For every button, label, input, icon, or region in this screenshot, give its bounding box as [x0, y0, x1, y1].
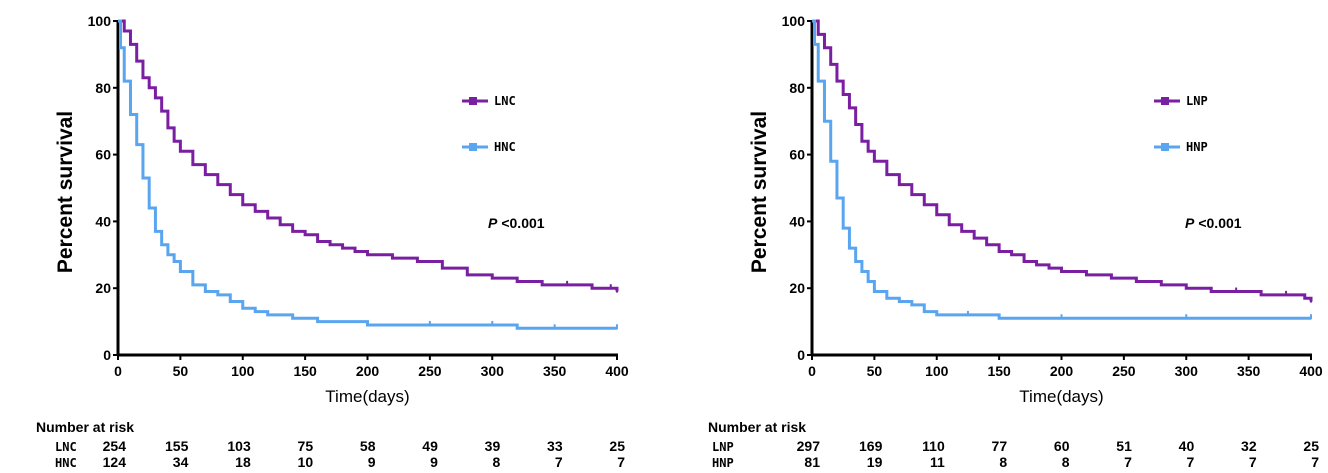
risk-count: 49 — [422, 438, 438, 454]
risk-count: 7 — [617, 454, 625, 470]
risk-row-label: LNC — [55, 440, 77, 454]
risk-count: 58 — [360, 438, 376, 454]
risk-count: 155 — [165, 438, 189, 454]
risk-row-label: HNC — [55, 456, 77, 470]
risk-count: 9 — [368, 454, 376, 470]
x-tick-label: 150 — [987, 363, 1011, 379]
x-tick-label: 0 — [808, 363, 816, 379]
x-tick-label: 200 — [356, 363, 380, 379]
risk-count: 7 — [555, 454, 563, 470]
x-tick-label: 350 — [1237, 363, 1261, 379]
y-tick-label: 100 — [88, 13, 112, 29]
x-tick-label: 300 — [481, 363, 505, 379]
y-tick-label: 20 — [95, 280, 111, 296]
risk-count: 8 — [999, 454, 1007, 470]
risk-row-label: LNP — [712, 440, 734, 454]
x-tick-label: 350 — [543, 363, 567, 379]
risk-count: 75 — [298, 438, 314, 454]
legend-label: LNP — [1186, 94, 1208, 108]
risk-count: 7 — [1311, 454, 1319, 470]
risk-count: 18 — [235, 454, 251, 470]
km-chart-2: 0 20 40 60 80 100 0 50 100 150 200 250 300 350 400 Perc… — [708, 13, 1323, 470]
risk-count: 7 — [1186, 454, 1194, 470]
x-axis-title: Time(days) — [1019, 387, 1103, 406]
y-tick-label: 40 — [95, 213, 111, 229]
y-tick-label: 20 — [789, 280, 805, 296]
x-tick-label: 200 — [1050, 363, 1074, 379]
risk-count: 33 — [547, 438, 563, 454]
risk-row-label: HNP — [712, 456, 734, 470]
risk-count: 254 — [103, 438, 127, 454]
y-tick-label: 60 — [789, 147, 805, 163]
x-tick-label: 50 — [173, 363, 189, 379]
x-tick-label: 0 — [114, 363, 122, 379]
risk-count: 110 — [922, 438, 945, 454]
risk-count: 60 — [1054, 438, 1070, 454]
km-chart-1: 0 20 40 60 80 100 0 50 100 150 200 250 300 350 400 Perc… — [36, 13, 629, 470]
x-tick-label: 50 — [867, 363, 883, 379]
x-tick-label: 300 — [1175, 363, 1199, 379]
p-value: P <0.001 — [1185, 215, 1242, 231]
risk-count: 19 — [867, 454, 883, 470]
y-tick-label: 80 — [95, 80, 111, 96]
x-tick-label: 100 — [231, 363, 255, 379]
risk-count: 77 — [992, 438, 1008, 454]
survival-curve-lnp — [812, 19, 1313, 302]
risk-count: 51 — [1116, 438, 1132, 454]
legend-label: LNC — [494, 94, 516, 108]
legend-label: HNP — [1186, 140, 1208, 154]
p-value: P <0.001 — [488, 215, 545, 231]
risk-count: 39 — [485, 438, 501, 454]
risk-count: 10 — [298, 454, 314, 470]
y-tick-label: 0 — [103, 347, 111, 363]
legend-marker — [1161, 97, 1169, 105]
risk-count: 25 — [1303, 438, 1319, 454]
x-tick-label: 150 — [293, 363, 317, 379]
y-tick-label: 100 — [782, 13, 806, 29]
x-tick-label: 100 — [925, 363, 949, 379]
risk-count: 7 — [1124, 454, 1132, 470]
risk-table-title: Number at risk — [708, 419, 806, 435]
risk-count: 81 — [804, 454, 820, 470]
risk-count: 103 — [227, 438, 251, 454]
risk-count: 32 — [1241, 438, 1257, 454]
risk-count: 297 — [797, 438, 821, 454]
x-axis-title: Time(days) — [325, 387, 409, 406]
risk-count: 9 — [430, 454, 438, 470]
risk-count: 124 — [103, 454, 127, 470]
y-tick-label: 0 — [797, 347, 805, 363]
y-tick-label: 60 — [95, 147, 111, 163]
y-axis-title: Percent survival — [748, 111, 771, 273]
risk-count: 25 — [609, 438, 625, 454]
legend-marker — [1161, 143, 1169, 151]
risk-count: 34 — [173, 454, 189, 470]
risk-count: 40 — [1179, 438, 1195, 454]
risk-count: 8 — [1062, 454, 1070, 470]
y-tick-label: 40 — [789, 213, 805, 229]
risk-count: 11 — [930, 454, 945, 470]
risk-count: 7 — [1249, 454, 1257, 470]
legend-label: HNC — [494, 140, 516, 154]
x-tick-label: 400 — [1299, 363, 1323, 379]
y-axis-title: Percent survival — [54, 111, 77, 273]
legend-marker — [469, 143, 477, 151]
x-tick-label: 250 — [418, 363, 442, 379]
risk-count: 169 — [859, 438, 883, 454]
legend-marker — [469, 97, 477, 105]
risk-table: Number at risk LNC 254 155 103 75 58 49 39 33 25 HN… — [36, 419, 625, 470]
x-tick-label: 250 — [1112, 363, 1136, 379]
y-tick-label: 80 — [789, 80, 805, 96]
x-tick-label: 400 — [605, 363, 629, 379]
risk-table-title: Number at risk — [36, 419, 134, 435]
risk-count: 8 — [492, 454, 500, 470]
